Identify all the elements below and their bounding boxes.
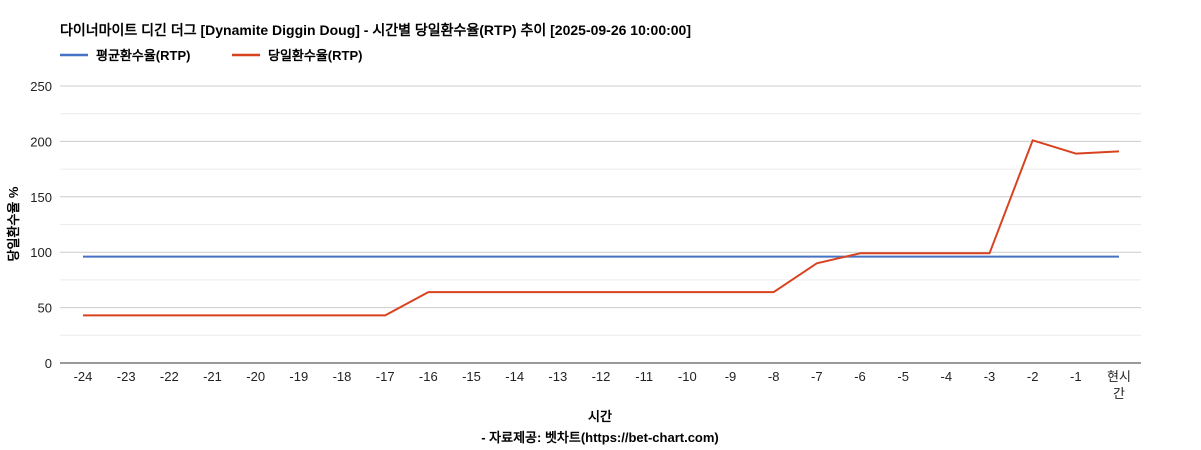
x-tick-label: -12 bbox=[592, 369, 611, 384]
y-tick-label: 0 bbox=[45, 356, 52, 371]
x-tick-label: -11 bbox=[635, 369, 653, 384]
x-tick-label: -2 bbox=[1027, 369, 1039, 384]
legend-label-average: 평균환수율(RTP) bbox=[96, 48, 190, 63]
x-tick-label: -1 bbox=[1070, 369, 1082, 384]
x-axis-ticks: -24 -23 -22 -21 -20 -19 -18 -17 -16 -15 -14 -13 -12 -… bbox=[74, 369, 1131, 401]
x-tick-label: -6 bbox=[854, 369, 866, 384]
y-tick-label: 150 bbox=[30, 190, 52, 205]
series-lines bbox=[83, 139, 1120, 317]
x-tick-label: -3 bbox=[984, 369, 996, 384]
gridlines bbox=[60, 85, 1141, 364]
x-tick-label: -7 bbox=[811, 369, 823, 384]
chart-title: 다이너마이트 디긴 더그 [Dynamite Diggin Doug] - 시간… bbox=[60, 22, 691, 38]
x-tick-label: -13 bbox=[548, 369, 567, 384]
x-tick-label: -5 bbox=[897, 369, 909, 384]
x-tick-label: -20 bbox=[246, 369, 265, 384]
y-axis-title: 당일환수율 % bbox=[6, 186, 21, 261]
x-tick-label: -23 bbox=[117, 369, 136, 384]
x-tick-label: -17 bbox=[376, 369, 395, 384]
x-tick-label: -4 bbox=[941, 369, 953, 384]
x-tick-label: 현시 간 bbox=[1107, 369, 1131, 401]
y-tick-label: 100 bbox=[30, 245, 52, 260]
x-tick-label: -10 bbox=[678, 369, 697, 384]
x-tick-label: -18 bbox=[333, 369, 352, 384]
x-tick-label: -14 bbox=[505, 369, 524, 384]
x-tick-label: -9 bbox=[725, 369, 737, 384]
legend: 평균환수율(RTP) 당일환수율(RTP) bbox=[60, 48, 362, 63]
x-tick-label: -22 bbox=[160, 369, 179, 384]
source-credit: - 자료제공: 벳차트(https://bet-chart.com) bbox=[481, 430, 719, 445]
y-axis-ticks: 0 50 100 150 200 250 bbox=[30, 79, 52, 371]
series-line-daily bbox=[83, 139, 1120, 317]
legend-label-daily: 당일환수율(RTP) bbox=[268, 48, 362, 63]
x-tick-label: -24 bbox=[74, 369, 93, 384]
y-tick-label: 50 bbox=[38, 301, 52, 316]
x-tick-label: -8 bbox=[768, 369, 780, 384]
x-tick-label: -19 bbox=[289, 369, 308, 384]
x-axis-title: 시간 bbox=[588, 409, 612, 424]
y-tick-label: 250 bbox=[30, 79, 52, 94]
x-tick-label: -16 bbox=[419, 369, 438, 384]
x-tick-label: -21 bbox=[203, 369, 222, 384]
y-tick-label: 200 bbox=[30, 134, 52, 149]
x-tick-label: -15 bbox=[462, 369, 481, 384]
